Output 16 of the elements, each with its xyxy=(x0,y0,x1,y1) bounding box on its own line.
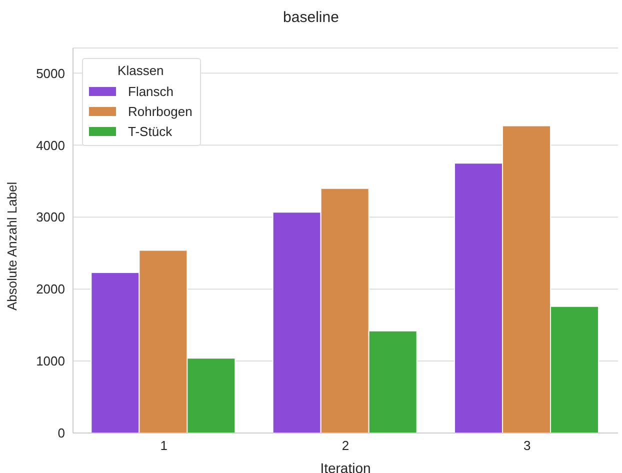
y-tick-label: 2000 xyxy=(36,282,65,297)
chart-title: baseline xyxy=(282,9,340,26)
y-tick-label: 4000 xyxy=(36,138,65,153)
y-tick-label: 5000 xyxy=(36,66,65,81)
x-tick-label: 3 xyxy=(524,438,531,454)
y-tick-label: 0 xyxy=(58,426,65,441)
legend-label: Rohrbogen xyxy=(128,104,192,118)
x-tick-label: 2 xyxy=(342,438,350,454)
y-tick-label: 1000 xyxy=(36,354,65,369)
legend-label: Flansch xyxy=(128,84,174,98)
y-axis-title: Absolute Anzahl Label xyxy=(4,182,20,310)
y-tick-label: 3000 xyxy=(36,210,65,225)
x-tick-label: 1 xyxy=(160,438,168,454)
legend-title: Klassen xyxy=(116,63,165,78)
x-axis-title: Iteration xyxy=(320,460,371,473)
legend-label: T-Stück xyxy=(128,124,172,138)
